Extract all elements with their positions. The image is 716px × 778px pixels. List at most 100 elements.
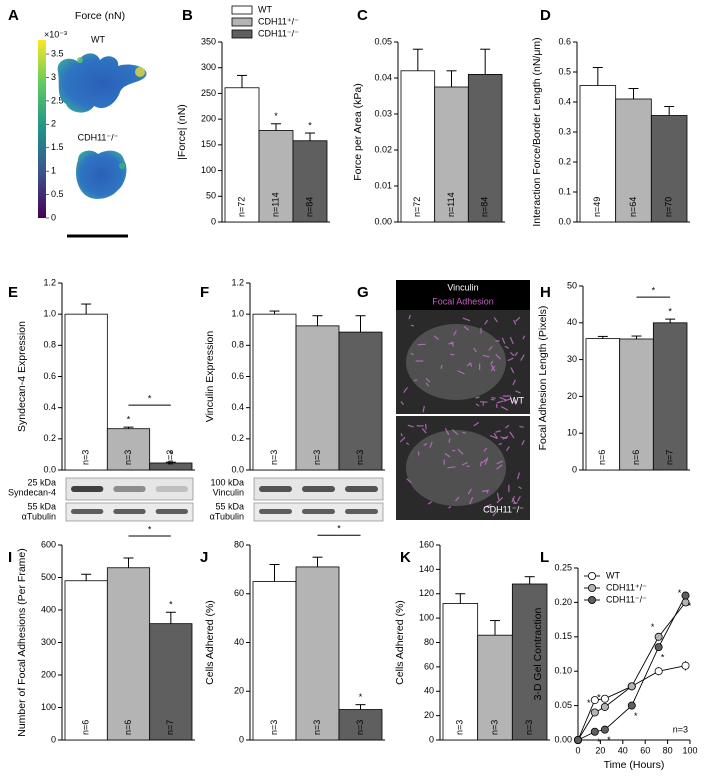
colorbar xyxy=(38,40,46,218)
focal-adhesion xyxy=(496,460,504,465)
y-tick-label: 0.2 xyxy=(231,433,244,443)
y-tick-label: 0 xyxy=(239,734,244,744)
y-tick-label: 300 xyxy=(201,62,216,72)
series-line xyxy=(577,665,686,741)
significance-star: * xyxy=(169,600,173,610)
y-tick-label: 120 xyxy=(419,588,434,598)
legend-label: CDH11⁻/⁻ xyxy=(258,28,299,38)
focal-adhesion xyxy=(502,435,509,440)
blot-band xyxy=(345,509,378,514)
focal-adhesion xyxy=(504,345,510,349)
panel-letter: E xyxy=(8,284,18,301)
n-label: n=84 xyxy=(304,197,314,217)
cell-hotspot xyxy=(77,57,83,63)
n-label: n=6 xyxy=(631,450,641,465)
bar xyxy=(252,313,297,471)
cell-force-map xyxy=(76,150,127,199)
focal-adhesion xyxy=(453,330,457,336)
y-tick-label: 50 xyxy=(206,191,216,201)
y-tick-label: 0.6 xyxy=(43,371,56,381)
focal-adhesion xyxy=(450,341,454,347)
y-tick-label: 0.0 xyxy=(43,464,56,474)
bar xyxy=(400,70,436,223)
focal-adhesion xyxy=(457,370,465,375)
focal-adhesion xyxy=(451,429,459,436)
focal-adhesion xyxy=(488,346,493,351)
y-axis-label: 3-D Gel Contraction xyxy=(532,607,544,700)
blot-band xyxy=(113,486,146,492)
bar xyxy=(106,428,151,471)
colorbar-tick-label: 1 xyxy=(51,166,56,176)
n-label: n=7 xyxy=(165,720,175,735)
y-tick-label: 400 xyxy=(41,604,56,614)
focal-adhesion xyxy=(486,489,489,494)
annotation: n=3 xyxy=(673,724,688,734)
panel-letter: C xyxy=(357,7,368,24)
panel-letter: H xyxy=(540,284,551,301)
colorbar-tick-label: 2 xyxy=(51,119,56,129)
focal-adhesion xyxy=(410,324,415,327)
y-tick-label: 60 xyxy=(424,661,434,671)
focal-adhesion xyxy=(425,378,431,383)
series-line xyxy=(577,595,686,741)
blot-band xyxy=(259,486,292,492)
y-axis-label: Cells Adhered (%) xyxy=(394,600,406,685)
y-tick-label: 0.4 xyxy=(231,402,244,412)
focal-adhesion xyxy=(522,335,526,340)
focal-adhesion xyxy=(516,495,521,502)
n-label: n=3 xyxy=(489,720,499,735)
y-axis-label: Syndecan-4 Expression xyxy=(16,321,28,432)
cell-hotspot xyxy=(119,163,125,169)
focal-adhesion xyxy=(421,427,427,434)
y-tick-label: 20 xyxy=(234,686,244,696)
focal-adhesion xyxy=(496,464,503,470)
n-label: n=114 xyxy=(270,192,280,217)
y-tick-label: 1.2 xyxy=(43,277,56,287)
colorbar-tick-label: 0.5 xyxy=(51,189,64,199)
n-label: n=3 xyxy=(165,450,175,465)
y-tick-label: 350 xyxy=(201,36,216,46)
significance-star: * xyxy=(127,415,131,425)
data-point xyxy=(600,694,609,703)
y-tick-label: 0.6 xyxy=(558,36,571,46)
focal-adhesion xyxy=(496,400,504,404)
significance-star: * xyxy=(169,450,173,460)
n-label: n=3 xyxy=(455,720,465,735)
bar xyxy=(585,338,621,471)
y-tick-label: 100 xyxy=(201,165,216,175)
blot-label: αTubulin xyxy=(210,511,244,521)
focal-adhesion xyxy=(510,367,515,374)
focal-adhesion xyxy=(479,461,482,467)
focal-adhesion xyxy=(495,430,501,433)
focal-adhesion xyxy=(440,364,443,370)
x-tick-label: 80 xyxy=(663,745,673,755)
focal-adhesion xyxy=(410,352,414,356)
y-tick-label: 150 xyxy=(201,139,216,149)
bar xyxy=(64,313,108,471)
panel-letter: K xyxy=(400,549,411,566)
focal-adhesion xyxy=(495,354,501,360)
cell-force-map xyxy=(57,53,147,113)
blot-label: 25 kDa xyxy=(27,477,56,487)
n-label: n=3 xyxy=(524,720,534,735)
significance-star: * xyxy=(678,588,682,598)
y-tick-label: 200 xyxy=(201,114,216,124)
panel-letter: I xyxy=(8,549,12,566)
focal-adhesion xyxy=(469,362,473,367)
y-tick-label: 30 xyxy=(567,354,577,364)
x-axis-label: Time (Hours) xyxy=(604,759,665,771)
focal-adhesion xyxy=(493,317,498,323)
focal-adhesion xyxy=(515,316,521,322)
focal-adhesion xyxy=(519,425,524,428)
blot-label: 55 kDa xyxy=(27,501,56,511)
focal-adhesion xyxy=(498,442,502,446)
focal-adhesion xyxy=(463,326,470,331)
panel-letter: G xyxy=(357,284,369,301)
focal-adhesion xyxy=(422,405,425,413)
blot-band xyxy=(71,486,104,492)
significance-star: * xyxy=(652,285,656,295)
y-tick-label: 0.2 xyxy=(558,156,571,166)
image-label: WT xyxy=(510,395,524,405)
x-tick-label: 20 xyxy=(595,745,605,755)
n-label: n=3 xyxy=(355,720,365,735)
